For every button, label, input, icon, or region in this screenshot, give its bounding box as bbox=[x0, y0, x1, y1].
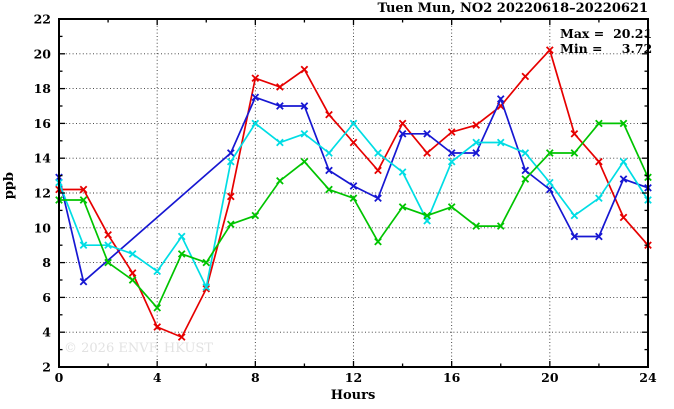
minmax-annotation: Max = 20.21 Min = 3.72 bbox=[560, 26, 653, 56]
min-label: Min = bbox=[560, 40, 603, 56]
x-tick-label: 16 bbox=[443, 370, 461, 385]
x-tick-label: 12 bbox=[345, 370, 362, 385]
y-tick-label: 10 bbox=[34, 220, 52, 235]
y-tick-label: 18 bbox=[34, 81, 52, 96]
x-tick-label: 20 bbox=[541, 370, 559, 385]
y-tick-label: 20 bbox=[34, 46, 52, 61]
x-tick-label: 8 bbox=[251, 370, 260, 385]
y-tick-label: 6 bbox=[42, 290, 51, 305]
max-label: Max = bbox=[560, 26, 605, 41]
y-tick-label: 16 bbox=[34, 116, 52, 131]
x-tick-label: 0 bbox=[55, 370, 64, 385]
y-tick-label: 22 bbox=[34, 12, 51, 27]
y-tick-label: 8 bbox=[42, 255, 51, 270]
series-blue-line bbox=[58, 96, 649, 284]
x-axis-title: Hours bbox=[330, 388, 376, 403]
x-tick-label: 4 bbox=[153, 370, 162, 385]
series-green-line bbox=[59, 122, 649, 310]
y-tick-label: 14 bbox=[34, 151, 52, 166]
y-tick-label: 12 bbox=[34, 186, 51, 201]
y-tick-label: 2 bbox=[42, 360, 51, 375]
x-tick-label: 24 bbox=[639, 370, 657, 385]
y-axis-title: ppb bbox=[2, 172, 17, 200]
chart-title: Tuen Mun, NO2 20220618–20220621 bbox=[377, 1, 648, 16]
series-red-line bbox=[59, 48, 649, 339]
min-value: 3.72 bbox=[621, 40, 653, 56]
y-tick-label: 4 bbox=[42, 325, 51, 340]
watermark: © 2026 ENVF, HKUST bbox=[64, 341, 213, 356]
max-value: 20.21 bbox=[613, 26, 653, 41]
